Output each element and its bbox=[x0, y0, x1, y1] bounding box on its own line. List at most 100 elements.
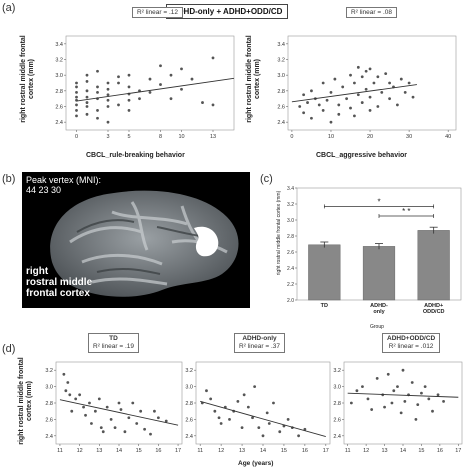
data-point bbox=[242, 393, 246, 397]
data-point bbox=[117, 103, 120, 107]
data-point bbox=[164, 419, 168, 423]
data-point bbox=[349, 401, 353, 405]
data-point bbox=[355, 389, 359, 393]
x-tick-label: 17 bbox=[323, 448, 329, 454]
data-point bbox=[169, 97, 173, 101]
data-point bbox=[75, 109, 78, 112]
data-point bbox=[96, 91, 99, 94]
scatter-chart-a-left: 2.4 2.6 2.8 3.0 3.2 3.4 0 3 5 8 10 13 bbox=[55, 35, 235, 140]
data-point bbox=[70, 409, 74, 413]
x-tick-label: 17 bbox=[455, 448, 461, 454]
data-point bbox=[364, 87, 368, 91]
data-point bbox=[117, 401, 121, 405]
data-point bbox=[127, 73, 131, 77]
panel-a-left-xlabel: CBCL_rule-breaking behavior bbox=[86, 152, 185, 159]
data-point bbox=[97, 397, 101, 401]
data-point bbox=[201, 101, 204, 104]
data-point bbox=[310, 89, 313, 93]
data-point bbox=[388, 81, 391, 85]
data-point bbox=[85, 73, 89, 77]
scatter-chart-a-right: 2.4 2.6 2.8 3.0 3.2 3.4 0 10 20 30 40 bbox=[277, 35, 457, 140]
data-point bbox=[62, 372, 66, 376]
x-tick-label: 30 bbox=[406, 134, 412, 140]
data-point bbox=[119, 408, 123, 411]
x-tick-label: 16 bbox=[437, 448, 443, 454]
panel-c-ylabel: right rostral middle frontal cortex (mm) bbox=[276, 190, 282, 276]
fit-line bbox=[200, 400, 326, 438]
data-point bbox=[383, 405, 386, 409]
data-point bbox=[372, 81, 376, 85]
x-tick-label: 10 bbox=[328, 134, 334, 140]
y-tick-label: 3.2 bbox=[333, 368, 341, 374]
data-point bbox=[321, 81, 325, 85]
data-point bbox=[368, 109, 372, 112]
data-point bbox=[106, 105, 110, 108]
panel-a-right-r2: R² linear = .08 bbox=[346, 7, 398, 18]
y-tick-label: 2.4 bbox=[287, 266, 294, 272]
y-tick-label: 3.2 bbox=[45, 368, 53, 374]
scatter-chart-d-oddcd: 2.4 2.6 2.8 3.0 3.2 11 12 13 14 15 16 17 bbox=[333, 361, 463, 454]
panel-d-ylabel: right rostral middle frontal cortex (mm) bbox=[18, 357, 33, 445]
y-tick-label: 2.8 bbox=[185, 401, 193, 407]
y-tick-label: 2.6 bbox=[277, 105, 285, 111]
data-point bbox=[127, 416, 131, 420]
data-point bbox=[148, 91, 152, 94]
x-tick-label: 16 bbox=[302, 448, 308, 454]
data-point bbox=[101, 430, 105, 434]
y-tick-label: 2.4 bbox=[333, 434, 341, 440]
data-point bbox=[105, 405, 109, 409]
data-point bbox=[96, 109, 99, 112]
data-point bbox=[329, 91, 333, 94]
data-point bbox=[411, 95, 415, 99]
panel-a-right-ylabel: right rostral middle frontal cortex (mm) bbox=[246, 35, 261, 123]
data-point bbox=[366, 397, 370, 401]
panel-d-adhd-label: ADHD-only R² linear = .37 bbox=[234, 333, 286, 353]
peak-vertex-coords: 44 23 30 bbox=[26, 185, 62, 195]
data-point bbox=[135, 422, 139, 425]
data-point bbox=[356, 93, 360, 97]
data-point bbox=[217, 416, 221, 420]
data-point bbox=[364, 69, 368, 73]
data-point bbox=[265, 411, 269, 415]
panel-d-letter: (d) bbox=[2, 343, 16, 355]
y-tick-label: 3.4 bbox=[55, 42, 63, 48]
x-tick-label: 3 bbox=[106, 134, 109, 140]
data-point bbox=[380, 91, 384, 94]
category-label: ADHD- bbox=[370, 303, 388, 309]
data-point bbox=[376, 75, 380, 79]
y-tick-label: 2.6 bbox=[185, 417, 193, 423]
data-point bbox=[325, 98, 329, 102]
x-tick-label: 14 bbox=[116, 448, 122, 454]
brain-render: Peak vertex (MNI): 44 23 30 right rostra… bbox=[22, 172, 250, 308]
fit-line bbox=[76, 77, 235, 102]
data-point bbox=[211, 103, 215, 107]
x-tick-label: 15 bbox=[418, 448, 424, 454]
brain-surface-image bbox=[50, 190, 239, 297]
panel-a-left-r2: R² linear = .12 bbox=[132, 7, 184, 18]
data-point bbox=[431, 409, 434, 413]
y-tick-label: 3.0 bbox=[45, 385, 53, 391]
data-point bbox=[93, 409, 97, 413]
data-point bbox=[302, 93, 306, 97]
panel-d-td-label: TD R² linear = .19 bbox=[88, 333, 140, 353]
data-point bbox=[75, 95, 78, 99]
x-tick-label: 0 bbox=[75, 134, 78, 140]
data-point bbox=[106, 98, 110, 102]
data-point bbox=[386, 372, 390, 376]
data-point bbox=[149, 432, 152, 436]
data-point bbox=[403, 91, 407, 94]
data-point bbox=[96, 69, 99, 73]
data-point bbox=[337, 112, 341, 116]
data-point bbox=[317, 103, 321, 107]
category-label: only bbox=[373, 309, 385, 315]
fit-line bbox=[291, 84, 417, 103]
y-tick-label: 3.0 bbox=[185, 385, 193, 391]
data-point bbox=[267, 422, 271, 425]
data-point bbox=[74, 397, 78, 401]
data-point bbox=[106, 120, 110, 124]
x-tick-label: 5 bbox=[127, 134, 130, 140]
data-point bbox=[306, 101, 309, 104]
data-point bbox=[106, 87, 110, 91]
y-tick-label: 2.2 bbox=[287, 282, 294, 288]
x-tick-label: 14 bbox=[260, 448, 266, 454]
